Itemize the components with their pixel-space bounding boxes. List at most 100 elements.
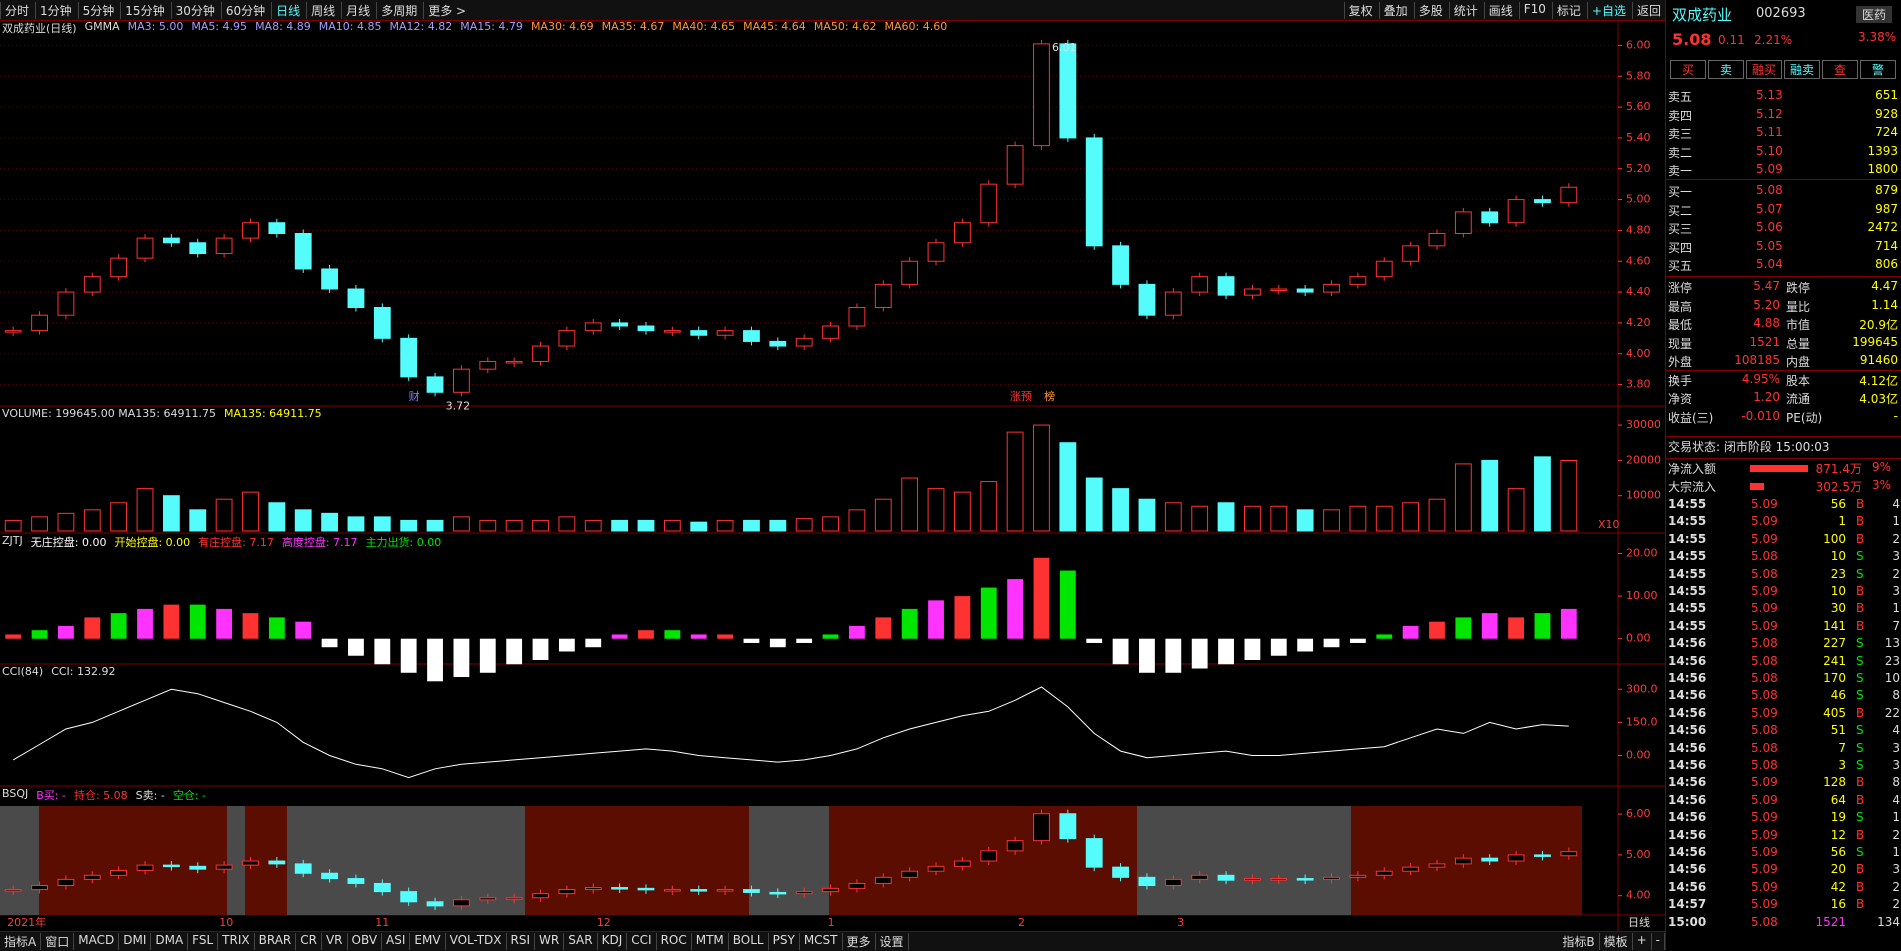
toolbar-button[interactable]: 复权	[1343, 1, 1377, 19]
bid-price: 5.07	[1756, 201, 1783, 216]
volume-bar	[1375, 505, 1393, 532]
tick-count: 13	[1884, 636, 1900, 651]
indicator-tab[interactable]: 设置	[876, 933, 909, 950]
tick-count: 22	[1884, 705, 1900, 720]
candle	[874, 876, 892, 884]
indicator-tab[interactable]: BRAR	[255, 933, 297, 950]
tick-price: 5.08	[1751, 740, 1778, 755]
zjtj-bar	[1297, 638, 1314, 652]
toolbar-button[interactable]: 60分钟	[220, 1, 269, 19]
candle	[690, 889, 708, 892]
indicator-tab[interactable]: CR	[296, 933, 322, 950]
tick-volume: 241	[1823, 653, 1846, 668]
toolbar-button[interactable]: 叠加	[1378, 1, 1412, 19]
toolbar-button[interactable]: 标记	[1551, 1, 1585, 19]
date-label: 10	[219, 916, 233, 929]
tick-price: 5.09	[1751, 601, 1778, 616]
indicator-tab[interactable]: +	[1633, 933, 1652, 950]
tick-count: 7	[1892, 618, 1900, 633]
tick-side: S	[1856, 549, 1864, 564]
indicator-tab[interactable]: FSL	[188, 933, 219, 950]
tick-time: 14:55	[1668, 497, 1707, 511]
y-tick-label: 5.60	[1626, 100, 1651, 113]
panel-header: ZJTJ 无庄控盘: 0.00 开始控盘: 0.00 有庄控盘: 7.17 高度控盘: …	[2, 534, 441, 550]
toolbar-button[interactable]: 分时	[0, 1, 33, 19]
indicator-tab[interactable]: ASI	[382, 933, 411, 950]
flow-pct: 3%	[1872, 478, 1892, 492]
indicator-tab[interactable]: VOL-TDX	[446, 933, 507, 950]
toolbar-button[interactable]: 日线	[271, 1, 304, 19]
toolbar-button[interactable]: 更多 >	[423, 1, 470, 19]
tick-count: 1	[1892, 810, 1900, 825]
volume-bar	[83, 509, 101, 532]
indicator-tab[interactable]: 模板	[1600, 933, 1633, 950]
indicator-tab[interactable]: ROC	[657, 933, 692, 950]
indicator-tab[interactable]: PSY	[769, 933, 800, 950]
indicator-tab[interactable]: TRIX	[218, 933, 255, 950]
indicator-tab[interactable]: 更多	[843, 933, 876, 950]
toolbar-button[interactable]: 周线	[306, 1, 339, 19]
indicator-tab[interactable]: 窗口	[41, 933, 75, 950]
toolbar-button[interactable]: 5分钟	[77, 1, 119, 19]
zjtj-bar	[1323, 638, 1340, 648]
y-tick-label: 4.00	[1626, 347, 1651, 360]
tick-volume: 12	[1830, 827, 1846, 842]
toolbar-button[interactable]: 15分钟	[120, 1, 168, 19]
volume-bar	[1006, 431, 1024, 532]
toolbar-button[interactable]: 月线	[341, 1, 374, 19]
indicator-tab[interactable]: MACD	[74, 933, 120, 950]
toolbar-button[interactable]: 统计	[1448, 1, 1482, 19]
zjtj-bar	[875, 617, 892, 639]
toolbar-button[interactable]: F10	[1518, 1, 1550, 19]
tick-volume: 10	[1830, 584, 1846, 598]
volume-bar	[1138, 498, 1156, 532]
tick-side: B	[1856, 601, 1865, 616]
flow-value: 302.5万	[1815, 480, 1862, 494]
toolbar-button[interactable]: 多股	[1413, 1, 1447, 19]
tick-price: 5.08	[1751, 566, 1778, 581]
toolbar-button[interactable]: 多周期	[376, 1, 421, 19]
indicator-tab[interactable]: 指标A	[0, 933, 42, 950]
header-item: MA40: 4.65	[672, 20, 736, 33]
toolbar-button[interactable]: 画线	[1483, 1, 1517, 19]
trade-button[interactable]: 卖	[1708, 60, 1744, 79]
indicator-tab[interactable]: 指标B	[1558, 933, 1600, 950]
stat-value: 199645	[1852, 334, 1898, 349]
indicator-tab[interactable]: WR	[535, 933, 565, 950]
indicator-tab[interactable]: SAR	[564, 933, 598, 950]
candle	[83, 276, 101, 293]
toolbar-button[interactable]: +自选	[1586, 1, 1630, 19]
tick-side: B	[1856, 584, 1865, 598]
indicator-tab[interactable]: DMA	[151, 933, 189, 950]
stat-label: 内盘	[1786, 355, 1811, 369]
indicator-tab[interactable]: MTM	[692, 933, 729, 950]
indicator-tab[interactable]: RSI	[507, 933, 536, 950]
trade-button[interactable]: 警	[1860, 60, 1896, 79]
indicator-tab[interactable]: OBV	[348, 933, 383, 950]
toolbar-button[interactable]: 1分钟	[35, 1, 76, 19]
candle	[848, 882, 866, 889]
level: 卖五	[1668, 90, 1693, 104]
tick-count: 4	[1892, 792, 1900, 807]
indicator-tab[interactable]: -	[1652, 933, 1665, 950]
trade-button[interactable]: 融卖	[1784, 60, 1820, 79]
trade-button[interactable]: 融买	[1746, 60, 1782, 79]
indicator-tab[interactable]: BOLL	[729, 933, 769, 950]
indicator-tab[interactable]: VR	[322, 933, 348, 950]
trade-button[interactable]: 买	[1670, 60, 1706, 79]
tick-price: 5.08	[1751, 758, 1778, 772]
toolbar-button[interactable]: 返回	[1631, 1, 1665, 19]
indicator-tab[interactable]: MCST	[800, 933, 843, 950]
trade-button[interactable]: 查	[1822, 60, 1858, 79]
candle	[532, 345, 549, 362]
indicator-tab[interactable]: CCI	[627, 933, 657, 950]
indicator-tab[interactable]: DMI	[119, 933, 152, 950]
tick-count: 1	[1892, 601, 1900, 616]
volume-bar	[1191, 505, 1209, 532]
indicator-tab[interactable]: KDJ	[598, 933, 628, 950]
indicator-tab[interactable]: EMV	[410, 933, 446, 950]
zjtj-bar	[295, 621, 312, 639]
candle	[874, 283, 892, 308]
y-tick-label: 10.00	[1626, 589, 1658, 602]
toolbar-button[interactable]: 30分钟	[170, 1, 219, 19]
